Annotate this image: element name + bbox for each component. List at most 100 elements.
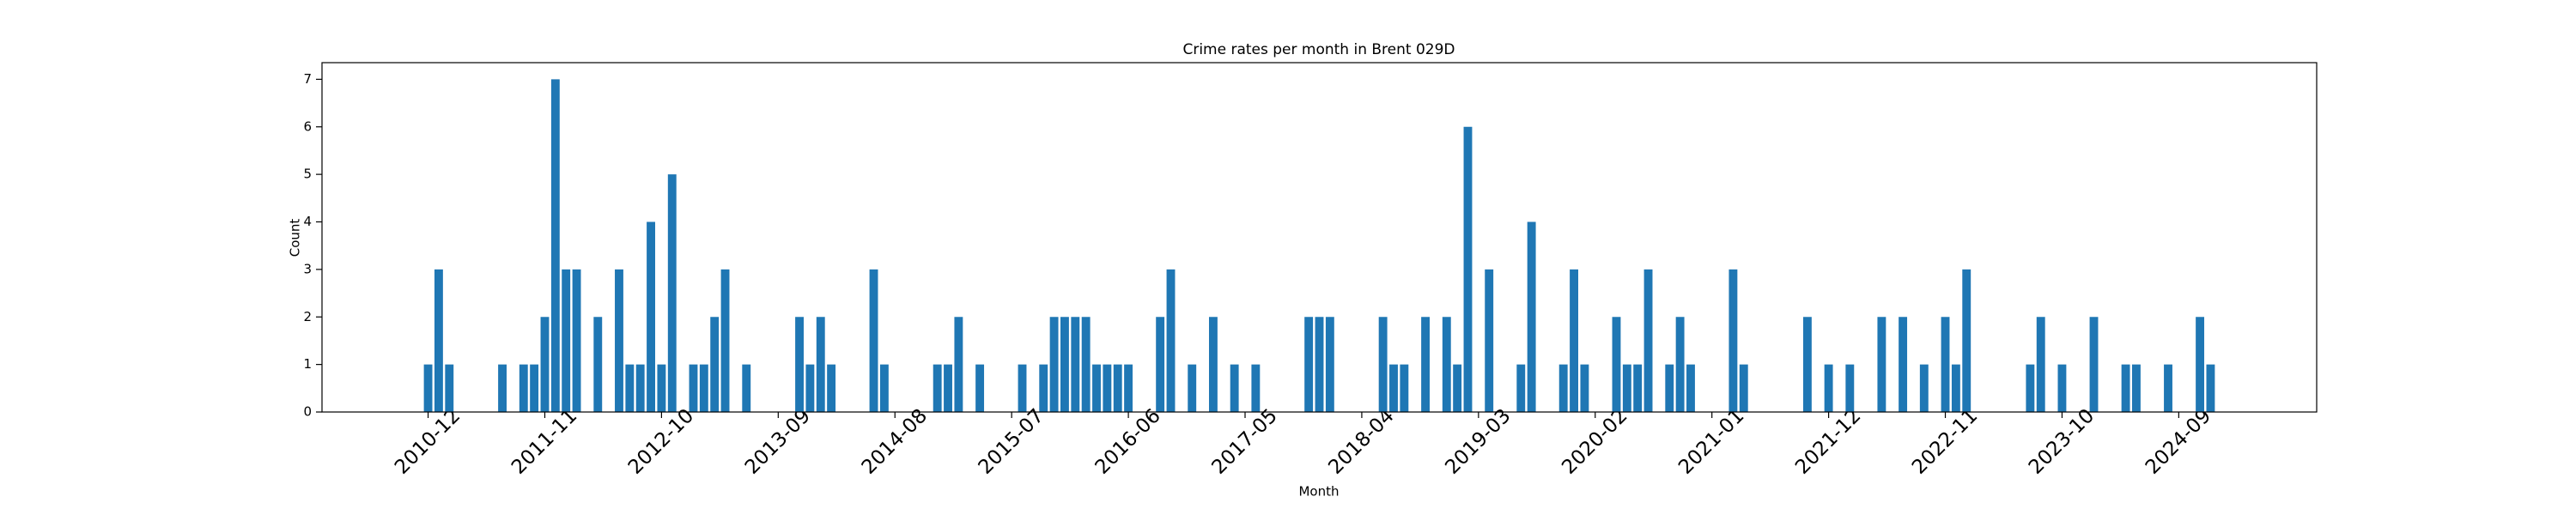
bar [954, 317, 963, 412]
bar [2121, 364, 2130, 412]
bar [1633, 364, 1643, 412]
bar [699, 364, 708, 412]
bar [2036, 317, 2045, 412]
bar [1325, 317, 1334, 412]
bar [816, 317, 825, 412]
bar [1899, 317, 1908, 412]
bar [2206, 364, 2215, 412]
bar [1400, 364, 1409, 412]
y-tick-label: 3 [303, 261, 312, 276]
bar [827, 364, 836, 412]
bar [689, 364, 698, 412]
bar [1686, 364, 1695, 412]
bar [1251, 364, 1261, 412]
bar [1951, 364, 1960, 412]
bar [2131, 364, 2141, 412]
bar [795, 317, 804, 412]
bar [667, 174, 677, 412]
bar [1558, 364, 1568, 412]
bar [1378, 317, 1388, 412]
bar [2057, 364, 2067, 412]
bar [498, 364, 507, 412]
bar [1739, 364, 1748, 412]
y-tick-label: 7 [303, 71, 312, 87]
bar [615, 269, 623, 412]
bar [944, 364, 952, 412]
x-axis-label: Month [1298, 484, 1339, 500]
bar [1039, 364, 1048, 412]
y-tick-label: 4 [303, 214, 312, 229]
bar [1018, 364, 1027, 412]
bar [1527, 221, 1536, 412]
bar [1612, 317, 1621, 412]
bar [1643, 269, 1653, 412]
bar [742, 364, 751, 412]
chart-title: Crime rates per month in Brent 029D [1182, 41, 1455, 58]
bar [1802, 317, 1812, 412]
bar [593, 317, 603, 412]
bar [2026, 364, 2035, 412]
y-axis-label: Count [288, 219, 303, 258]
bar [519, 364, 528, 412]
bar [635, 364, 645, 412]
bar [434, 269, 443, 412]
bar [1304, 317, 1314, 412]
y-tick-label: 2 [303, 309, 312, 324]
bar [710, 317, 720, 412]
bar [1103, 364, 1112, 412]
bar [1919, 364, 1929, 412]
bar [2196, 317, 2205, 412]
bar [1208, 317, 1218, 412]
bar [1049, 317, 1059, 412]
bar [1156, 317, 1165, 412]
bar [1453, 364, 1462, 412]
bar [1622, 364, 1631, 412]
bar [647, 221, 655, 412]
bar [1463, 126, 1473, 412]
bar [1389, 364, 1398, 412]
bar [869, 269, 878, 412]
bar [625, 364, 635, 412]
bar [1092, 364, 1101, 412]
bar [540, 317, 550, 412]
bar [1442, 317, 1451, 412]
bar [1113, 364, 1122, 412]
bar [1665, 364, 1674, 412]
y-tick-label: 5 [303, 167, 312, 182]
bar [1421, 317, 1431, 412]
bar [1071, 317, 1080, 412]
bar [562, 269, 571, 412]
bar [720, 269, 730, 412]
bar [445, 364, 454, 412]
bar [2089, 317, 2099, 412]
bar [1675, 317, 1685, 412]
bar [1485, 269, 1494, 412]
bar [1081, 317, 1091, 412]
bar [1570, 269, 1578, 412]
y-tick-label: 6 [303, 118, 312, 134]
bar [1230, 364, 1239, 412]
bar [1124, 364, 1133, 412]
bar [550, 79, 560, 412]
bar [1060, 317, 1069, 412]
bar [879, 364, 889, 412]
bar [933, 364, 942, 412]
plot-frame [321, 62, 2318, 413]
y-tick-label: 0 [303, 404, 312, 420]
bar [1315, 317, 1324, 412]
bar [572, 269, 581, 412]
bar [2164, 364, 2172, 412]
y-tick-label: 1 [303, 356, 312, 372]
bar [975, 364, 985, 412]
bar [423, 364, 433, 412]
bar [1166, 269, 1176, 412]
bar [1516, 364, 1526, 412]
bar [530, 364, 539, 412]
bar [1962, 269, 1971, 412]
bar [1728, 269, 1738, 412]
bar [1941, 317, 1950, 412]
bar [1188, 364, 1197, 412]
bar [1877, 317, 1886, 412]
bar [805, 364, 815, 412]
